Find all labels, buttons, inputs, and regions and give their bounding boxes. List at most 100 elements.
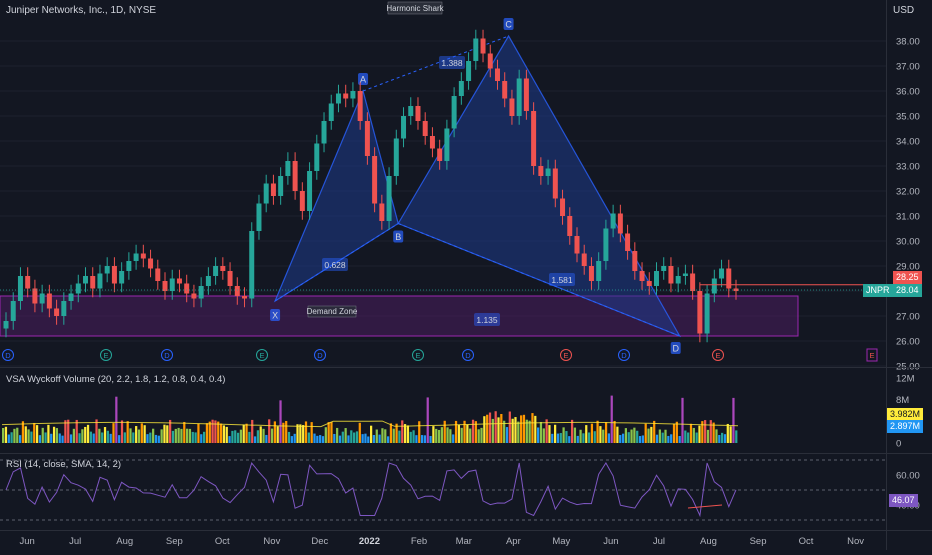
volume-bar bbox=[242, 424, 245, 443]
volume-bar bbox=[112, 423, 115, 443]
volume-bar bbox=[163, 424, 166, 443]
volume-bar bbox=[146, 434, 149, 443]
volume-bar bbox=[454, 420, 458, 443]
candle-body bbox=[198, 286, 204, 299]
volume-bar bbox=[169, 419, 172, 443]
volume-bar bbox=[191, 431, 194, 443]
volume-bar bbox=[590, 423, 594, 443]
volume-bar bbox=[556, 433, 560, 443]
candle-body bbox=[386, 176, 392, 221]
candle-body bbox=[437, 148, 443, 161]
time-axis-label: 2022 bbox=[359, 536, 380, 547]
volume-bar bbox=[582, 433, 585, 443]
event-marker-circle bbox=[560, 349, 572, 361]
candle-body bbox=[242, 296, 248, 299]
volume-bar bbox=[440, 427, 443, 443]
pattern-point-badge bbox=[270, 309, 281, 321]
price-tick-label: 38.00 bbox=[896, 37, 920, 48]
volume-bar bbox=[548, 425, 551, 443]
volume-bar bbox=[627, 432, 630, 443]
volume-bar bbox=[579, 429, 582, 443]
volume-bar bbox=[449, 429, 452, 443]
volume-bar bbox=[375, 429, 378, 443]
rsi-series: 60.0040.00 bbox=[0, 459, 920, 521]
time-axis-label: Feb bbox=[411, 536, 427, 547]
volume-bar bbox=[86, 424, 90, 443]
volume-bar bbox=[616, 426, 619, 443]
volume-bar bbox=[435, 428, 438, 443]
candle-body bbox=[90, 276, 96, 289]
price-tick-label: 35.00 bbox=[896, 112, 920, 123]
event-marker-label: D bbox=[317, 351, 323, 360]
ratio-label: 1.581 bbox=[551, 275, 573, 285]
volume-bar bbox=[336, 427, 339, 443]
price-tick-label: 29.00 bbox=[896, 262, 920, 273]
volume-bar bbox=[103, 427, 107, 443]
time-axis-label: Nov bbox=[847, 536, 864, 547]
rsi-indicator-label[interactable]: RSI (14, close, SMA, 14, 2) bbox=[6, 459, 122, 470]
price-tick-label: 27.00 bbox=[896, 312, 920, 323]
volume-bar bbox=[296, 424, 299, 443]
volume-bar bbox=[72, 428, 75, 443]
volume-bar bbox=[287, 431, 291, 443]
volume-bar bbox=[653, 420, 656, 443]
candle-body bbox=[10, 301, 16, 321]
volume-bar bbox=[585, 425, 588, 443]
volume-bar bbox=[644, 423, 647, 443]
volume-bar bbox=[539, 421, 543, 443]
volume-tick-label: 0 bbox=[896, 439, 901, 450]
event-marker-circle bbox=[712, 349, 724, 361]
event-marker-circle bbox=[2, 349, 14, 361]
volume-bar bbox=[480, 427, 483, 443]
volume-bar bbox=[152, 428, 155, 443]
volume-bar bbox=[638, 436, 642, 443]
volume-bar bbox=[695, 432, 698, 443]
candle-body bbox=[256, 203, 262, 231]
candle-body bbox=[711, 278, 717, 294]
candle-body bbox=[249, 231, 255, 299]
candle-body bbox=[690, 273, 696, 291]
rsi-pane-divider[interactable] bbox=[0, 453, 932, 454]
pattern-point-badge bbox=[358, 73, 369, 85]
volume-bar bbox=[293, 433, 296, 443]
volume-bar bbox=[514, 417, 517, 443]
candle-body bbox=[205, 276, 211, 286]
volume-bar bbox=[469, 428, 472, 443]
volume-bar bbox=[92, 433, 95, 443]
candle-body bbox=[596, 261, 602, 281]
volume-indicator-label[interactable]: VSA Wyckoff Volume (20, 2.2, 1.8, 1.2, 0… bbox=[6, 374, 226, 385]
candle-body bbox=[46, 293, 52, 309]
volume-bar bbox=[398, 430, 401, 443]
volume-bar bbox=[35, 425, 39, 443]
price-tick-label: 33.00 bbox=[896, 162, 920, 173]
volume-bar bbox=[276, 426, 279, 443]
currency-label: USD bbox=[893, 5, 915, 16]
candle-body bbox=[415, 106, 421, 121]
volume-bar bbox=[143, 425, 146, 443]
volume-value-blue: 2.897M bbox=[887, 420, 924, 433]
volume-bar bbox=[180, 428, 183, 443]
time-axis-label: Jul bbox=[653, 536, 665, 547]
candle-body bbox=[661, 266, 667, 271]
volume-bar bbox=[650, 426, 653, 443]
volume-bar bbox=[381, 428, 384, 443]
volume-pane-divider[interactable] bbox=[0, 367, 932, 368]
candle-body bbox=[516, 78, 522, 116]
time-axis-label: Jun bbox=[20, 536, 35, 547]
volume-bar bbox=[239, 429, 243, 443]
candle-body bbox=[25, 276, 31, 289]
volume-bar bbox=[570, 419, 574, 443]
volume-bar bbox=[262, 428, 265, 443]
volume-bar bbox=[525, 419, 528, 443]
candle-body bbox=[162, 281, 168, 291]
volume-bar bbox=[667, 435, 670, 443]
candle-body bbox=[314, 143, 320, 171]
volume-bar bbox=[188, 428, 192, 443]
volume-bar bbox=[602, 429, 605, 443]
volume-bar bbox=[715, 429, 718, 443]
volume-bar bbox=[367, 436, 370, 443]
volume-bar bbox=[350, 430, 353, 443]
